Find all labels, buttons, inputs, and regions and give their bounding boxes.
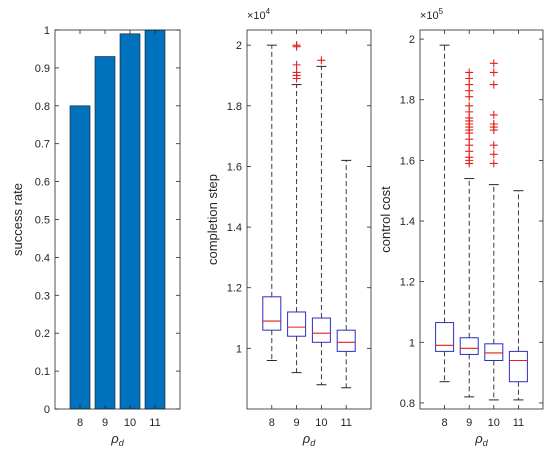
- outlier-10-1: [489, 150, 498, 159]
- outlier-9-13: [465, 101, 474, 110]
- y-axis-label: completion step: [205, 174, 220, 265]
- y-tick-label: 0.2: [35, 328, 50, 340]
- x-tick-label: 8: [269, 417, 275, 429]
- outlier-10-8: [489, 68, 498, 77]
- plot-area-frame: [246, 29, 372, 410]
- y-tick-label: 1.4: [400, 216, 415, 228]
- y-axis-label: control cost: [378, 186, 393, 253]
- panel-3: [419, 29, 544, 410]
- plot-area-frame: [419, 29, 544, 410]
- y-tick-label: 1.2: [227, 283, 242, 295]
- box-10: [311, 317, 331, 343]
- bar-11: [144, 29, 166, 410]
- x-tick-label: 11: [149, 417, 160, 429]
- x-tick-label: 10: [488, 417, 500, 429]
- x-axis-label: ρd: [302, 431, 316, 448]
- box-10: [484, 343, 504, 361]
- panel-2: [246, 29, 372, 410]
- y-tick-label: 1.2: [400, 277, 415, 289]
- outlier-10-5: [489, 119, 498, 128]
- bar-10: [119, 33, 141, 410]
- y-tick-label: 0: [44, 404, 50, 416]
- x-tick-label: 10: [124, 417, 136, 429]
- x-axis-label: ρd: [474, 431, 488, 448]
- x-tick-label: 9: [466, 417, 472, 429]
- panel-1: [54, 29, 181, 410]
- y-tick-label: 2: [236, 40, 242, 52]
- x-tick-label: 8: [77, 417, 83, 429]
- box-8: [262, 296, 282, 331]
- x-axis-label: ρd: [110, 431, 124, 448]
- y-tick-label: 1: [409, 337, 415, 349]
- outlier-10-7: [489, 80, 498, 89]
- y-tick-label: 2: [409, 34, 415, 46]
- y-tick-label: 1.8: [400, 95, 415, 107]
- box-11: [336, 329, 356, 352]
- outlier-10-0: [489, 159, 498, 168]
- x-tick-label: 9: [294, 417, 300, 429]
- y-tick-label: 1: [44, 25, 50, 37]
- y-tick-label: 1.4: [227, 222, 242, 234]
- y-tick-label: 0.8: [400, 398, 415, 410]
- outlier-10-0: [317, 56, 326, 65]
- outlier-9-2: [292, 68, 301, 77]
- y-tick-label: 1.8: [227, 101, 242, 113]
- y-tick-label: 0.3: [35, 290, 50, 302]
- outlier-10-9: [489, 59, 498, 68]
- outlier-9-3: [292, 60, 301, 69]
- box-9: [287, 311, 307, 337]
- box-8: [435, 322, 455, 352]
- y-tick-label: 0.4: [35, 252, 50, 264]
- outlier-9-5: [292, 41, 301, 50]
- exponent-label: ×105: [420, 7, 444, 22]
- y-tick-label: 0.8: [35, 101, 50, 113]
- y-tick-label: 0.7: [35, 139, 50, 151]
- y-tick-label: 0.1: [35, 366, 50, 378]
- x-tick-label: 11: [513, 417, 524, 429]
- box-11: [508, 350, 528, 383]
- x-tick-label: 10: [315, 417, 327, 429]
- y-tick-label: 1.6: [227, 161, 242, 173]
- y-tick-label: 0.9: [35, 63, 50, 75]
- y-tick-label: 0.5: [35, 215, 50, 227]
- bar-9: [94, 56, 116, 410]
- x-tick-label: 8: [442, 417, 448, 429]
- outlier-10-6: [489, 110, 498, 119]
- outlier-9-18: [465, 68, 474, 77]
- y-tick-label: 0.6: [35, 177, 50, 189]
- x-tick-label: 9: [102, 417, 108, 429]
- y-tick-label: 1.6: [400, 155, 415, 167]
- y-tick-label: 1: [236, 343, 242, 355]
- box-9: [459, 337, 479, 355]
- x-tick-label: 11: [340, 417, 351, 429]
- exponent-label: ×104: [247, 7, 271, 22]
- bar-8: [69, 105, 91, 410]
- y-axis-label: success rate: [10, 183, 25, 256]
- outlier-10-2: [489, 141, 498, 150]
